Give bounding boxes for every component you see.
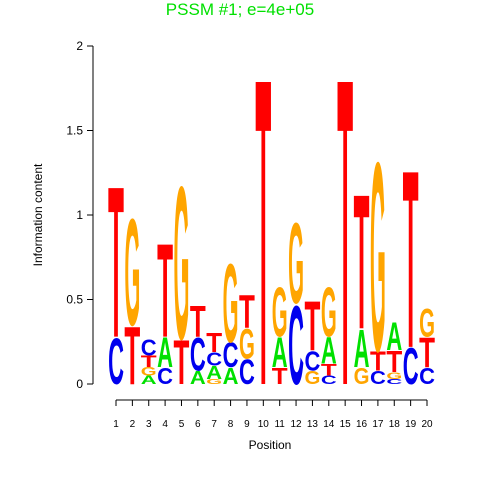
letter-glyph: G bbox=[223, 240, 239, 366]
letter-glyph: A bbox=[223, 363, 239, 389]
letter-glyph: G bbox=[304, 367, 320, 388]
letter-glyph: G bbox=[321, 274, 337, 352]
x-tick-label: 19 bbox=[405, 419, 417, 430]
x-tick-label: 7 bbox=[211, 419, 217, 430]
letter-glyph: T bbox=[354, 154, 370, 370]
x-tick-label: 13 bbox=[307, 419, 319, 430]
x-tick-label: 1 bbox=[113, 419, 119, 430]
letter-glyph: A bbox=[272, 330, 288, 377]
y-tick-label: 1.5 bbox=[66, 124, 83, 138]
letter-glyph: C bbox=[157, 363, 173, 389]
letter-glyph: G bbox=[272, 274, 288, 352]
letter-glyph: T bbox=[304, 288, 320, 366]
x-tick-label: 15 bbox=[340, 419, 352, 430]
letter-glyph: A bbox=[206, 362, 222, 383]
letter-glyph: C bbox=[403, 337, 419, 395]
letter-glyph: T bbox=[124, 310, 140, 402]
y-tick-label: 2 bbox=[76, 39, 83, 53]
letter-glyph: T bbox=[419, 330, 435, 377]
letter-glyph: T bbox=[370, 345, 386, 377]
x-tick-label: 6 bbox=[195, 419, 201, 430]
x-tick-label: 4 bbox=[162, 419, 168, 430]
letter-glyph: C bbox=[239, 352, 255, 391]
letter-glyph: T bbox=[337, 0, 353, 478]
letter-glyph: C bbox=[141, 334, 157, 360]
letter-glyph: T bbox=[239, 286, 255, 339]
letter-glyph: A bbox=[354, 319, 370, 379]
x-tick-label: 14 bbox=[323, 419, 335, 430]
letter-glyph: T bbox=[141, 352, 157, 370]
chart-title: PSSM #1; e=4e+05 bbox=[166, 0, 314, 19]
y-tick-label: 1 bbox=[76, 208, 83, 222]
letter-glyph: A bbox=[157, 330, 173, 377]
x-tick-label: 12 bbox=[290, 419, 302, 430]
letter-glyph: A bbox=[190, 367, 206, 388]
letter-glyph: G bbox=[419, 301, 435, 346]
x-tick-label: 20 bbox=[421, 419, 433, 430]
letter-glyph: A bbox=[386, 315, 402, 360]
x-tick-label: 5 bbox=[179, 419, 185, 430]
letter-glyph: G bbox=[386, 371, 402, 381]
letter-glyph: C bbox=[370, 367, 386, 388]
letter-glyph: C bbox=[108, 324, 124, 398]
x-tick-label: 18 bbox=[389, 419, 401, 430]
letter-glyph: T bbox=[190, 297, 206, 347]
letter-glyph: C bbox=[223, 335, 239, 374]
letter-glyph: C bbox=[190, 328, 206, 381]
y-tick-label: 0.5 bbox=[66, 293, 83, 307]
x-tick-label: 2 bbox=[130, 419, 136, 430]
letter-glyph: G bbox=[239, 321, 255, 368]
letter-glyph: G bbox=[354, 363, 370, 389]
letter-glyph: C bbox=[288, 282, 304, 408]
letter-glyph: C bbox=[206, 349, 222, 370]
letter-glyph: T bbox=[206, 326, 222, 358]
x-tick-label: 10 bbox=[258, 419, 270, 430]
letter-glyph: G bbox=[124, 188, 140, 358]
x-tick-label: 17 bbox=[372, 419, 384, 430]
letter-glyph: C bbox=[386, 378, 402, 386]
x-axis-label: Position bbox=[249, 438, 292, 452]
letter-glyph: G bbox=[206, 378, 222, 386]
x-tick-label: 8 bbox=[228, 419, 234, 430]
letter-glyph: T bbox=[174, 326, 190, 397]
y-tick-label: 0 bbox=[76, 377, 83, 391]
letter-glyph: T bbox=[321, 361, 337, 379]
letter-glyph: G bbox=[288, 198, 304, 327]
x-tick-label: 9 bbox=[244, 419, 250, 430]
letter-glyph: T bbox=[157, 217, 173, 367]
letter-glyph: T bbox=[255, 0, 271, 478]
letter-glyph: T bbox=[108, 142, 124, 383]
x-tick-label: 11 bbox=[274, 419, 285, 430]
letter-glyph: C bbox=[304, 345, 320, 377]
letter-glyph: A bbox=[321, 330, 337, 372]
x-tick-label: 3 bbox=[146, 419, 152, 430]
letter-glyph: G bbox=[174, 140, 190, 384]
letter-glyph: C bbox=[321, 374, 337, 387]
x-tick-label: 16 bbox=[356, 419, 368, 430]
letter-glyph: C bbox=[419, 363, 435, 389]
letter-glyph: G bbox=[141, 365, 157, 378]
letter-glyph: T bbox=[272, 363, 288, 389]
y-axis-label: Information content bbox=[31, 163, 45, 266]
letter-glyph: G bbox=[370, 108, 386, 409]
letter-glyph: T bbox=[403, 118, 419, 401]
letter-glyph: A bbox=[141, 374, 157, 387]
letter-glyph: T bbox=[386, 345, 402, 379]
